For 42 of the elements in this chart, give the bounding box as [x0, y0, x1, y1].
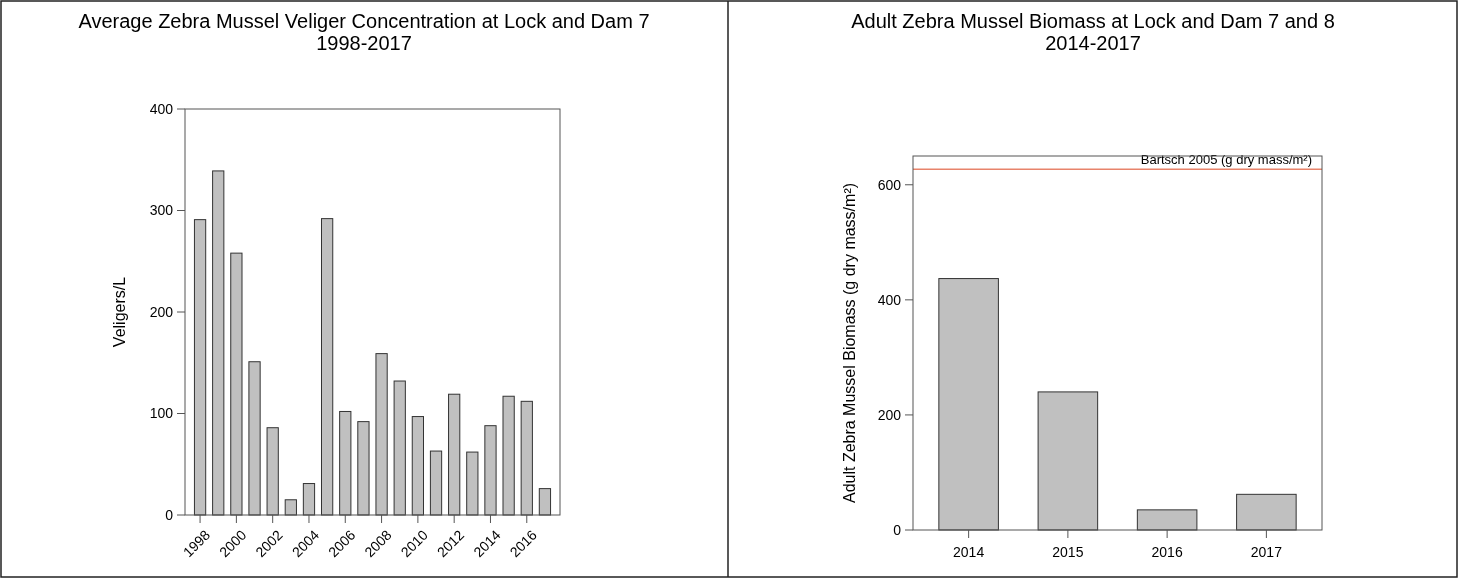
x-tick-label: 2016	[1151, 543, 1183, 560]
bar	[1136, 509, 1198, 531]
bar	[520, 400, 533, 516]
y-tick-label: 200	[149, 303, 174, 320]
y-tick-label: 200	[877, 406, 902, 423]
y-tick-label: 400	[149, 100, 174, 117]
chart-title: Average Zebra Mussel Veliger Concentration at Lock and Dam 7 1998-2017	[78, 10, 650, 54]
x-tick-label: 2014	[953, 543, 985, 560]
bar	[266, 427, 279, 516]
bar	[339, 410, 352, 516]
x-tick-label: 2015	[1052, 543, 1084, 560]
bar	[448, 393, 461, 516]
bar	[375, 353, 388, 516]
bar	[393, 380, 406, 516]
bar	[284, 499, 297, 516]
bar	[466, 451, 479, 516]
y-tick-label: 0	[165, 506, 174, 523]
bar	[193, 219, 207, 516]
bar	[429, 450, 443, 516]
y-tick-label: 100	[149, 405, 174, 422]
bar	[484, 425, 497, 516]
y-tick-label: 300	[149, 202, 174, 219]
bar	[938, 278, 999, 531]
x-tick-label: 2017	[1250, 543, 1283, 560]
y-axis-title: Veligers/L	[111, 276, 128, 348]
bar	[248, 361, 261, 516]
y-tick-label: 400	[877, 291, 902, 308]
y-tick-label: 600	[877, 176, 902, 193]
bar	[502, 395, 515, 516]
bar	[357, 421, 370, 516]
y-axis-title: Adult Zebra Mussel Biomass (g dry mass/m²)	[841, 182, 858, 504]
bar	[1037, 391, 1099, 531]
bar	[1236, 493, 1297, 531]
chart-title: Adult Zebra Mussel Biomass at Lock and Dam 7 and 8 2014-2017	[851, 10, 1335, 54]
bar	[411, 416, 424, 516]
bar	[212, 170, 225, 516]
y-tick-label: 0	[893, 521, 902, 538]
ref-line-label: Bartsch 2005 (g dry mass/m²)	[1140, 152, 1312, 168]
bar	[538, 488, 552, 516]
bar	[302, 483, 316, 516]
bar	[230, 252, 243, 516]
bar	[321, 218, 334, 516]
